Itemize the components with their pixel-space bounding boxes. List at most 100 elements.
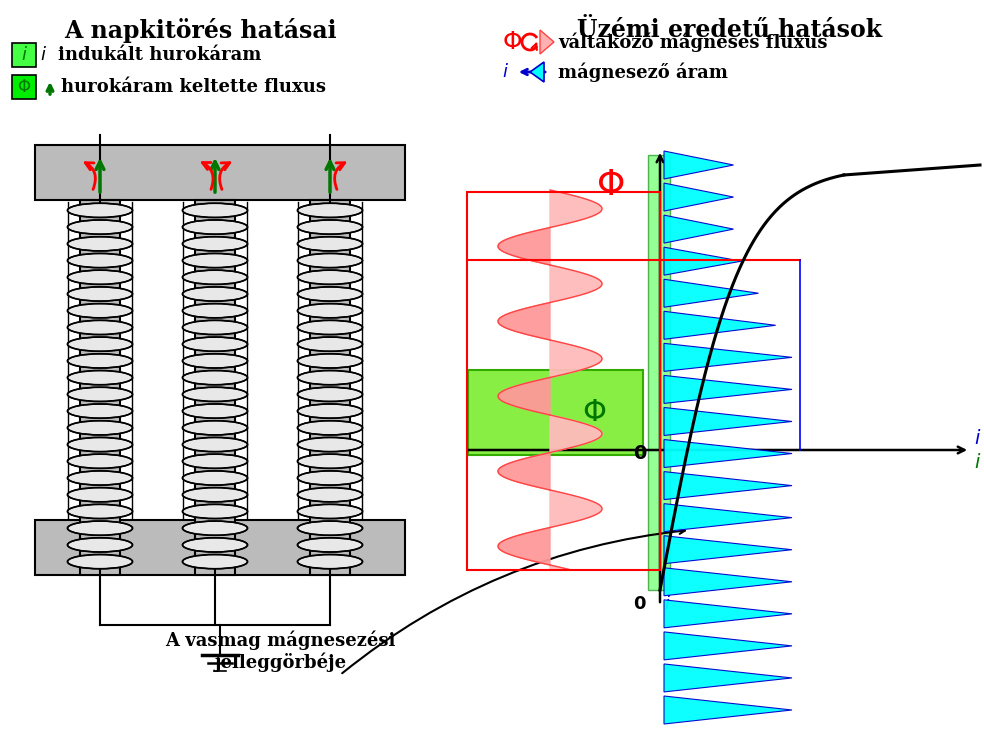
Ellipse shape bbox=[182, 253, 248, 268]
Ellipse shape bbox=[297, 404, 362, 418]
Polygon shape bbox=[498, 378, 550, 415]
Polygon shape bbox=[550, 415, 602, 452]
Bar bbox=[12, 43, 36, 67]
Bar bbox=[195, 200, 235, 575]
Ellipse shape bbox=[68, 454, 133, 469]
Ellipse shape bbox=[68, 438, 133, 452]
Ellipse shape bbox=[182, 421, 248, 435]
Ellipse shape bbox=[297, 471, 362, 485]
Polygon shape bbox=[664, 536, 792, 564]
Text: A napkitörés hatásai: A napkitörés hatásai bbox=[64, 18, 337, 43]
Ellipse shape bbox=[297, 354, 362, 368]
Ellipse shape bbox=[297, 287, 362, 301]
Ellipse shape bbox=[297, 253, 362, 268]
Polygon shape bbox=[550, 490, 602, 528]
Ellipse shape bbox=[182, 370, 248, 384]
Polygon shape bbox=[664, 279, 759, 307]
Ellipse shape bbox=[68, 253, 133, 268]
Text: 0: 0 bbox=[633, 444, 646, 463]
Ellipse shape bbox=[182, 488, 248, 502]
Ellipse shape bbox=[68, 354, 133, 368]
Polygon shape bbox=[664, 696, 792, 724]
Text: $i$: $i$ bbox=[974, 429, 981, 447]
Bar bbox=[12, 75, 36, 99]
Bar bbox=[467, 192, 660, 570]
Polygon shape bbox=[664, 343, 792, 371]
Bar bbox=[35, 145, 405, 200]
Polygon shape bbox=[498, 452, 550, 490]
Ellipse shape bbox=[297, 370, 362, 384]
Polygon shape bbox=[664, 568, 792, 596]
Ellipse shape bbox=[68, 387, 133, 401]
Ellipse shape bbox=[297, 421, 362, 435]
Text: váltakozó mágneses fluxus: váltakozó mágneses fluxus bbox=[558, 32, 828, 52]
Polygon shape bbox=[550, 340, 602, 378]
Ellipse shape bbox=[297, 270, 362, 284]
Bar bbox=[310, 200, 350, 575]
Polygon shape bbox=[664, 503, 792, 531]
Ellipse shape bbox=[68, 320, 133, 334]
Bar bbox=[35, 520, 405, 575]
Polygon shape bbox=[664, 311, 775, 339]
Text: 0: 0 bbox=[634, 595, 646, 613]
Ellipse shape bbox=[68, 538, 133, 552]
Ellipse shape bbox=[68, 488, 133, 502]
Bar bbox=[80, 200, 120, 575]
Ellipse shape bbox=[182, 471, 248, 485]
Ellipse shape bbox=[182, 237, 248, 251]
Polygon shape bbox=[498, 303, 550, 340]
Polygon shape bbox=[540, 30, 554, 54]
Ellipse shape bbox=[182, 337, 248, 351]
Polygon shape bbox=[664, 600, 792, 628]
Ellipse shape bbox=[68, 203, 133, 218]
Ellipse shape bbox=[68, 421, 133, 435]
Ellipse shape bbox=[182, 438, 248, 452]
Ellipse shape bbox=[297, 438, 362, 452]
Ellipse shape bbox=[182, 387, 248, 401]
Bar bbox=[648, 155, 670, 590]
Ellipse shape bbox=[182, 270, 248, 284]
Text: $\Phi$: $\Phi$ bbox=[596, 168, 624, 202]
Ellipse shape bbox=[68, 287, 133, 301]
Ellipse shape bbox=[182, 454, 248, 469]
Ellipse shape bbox=[182, 504, 248, 519]
Text: $i$: $i$ bbox=[40, 46, 47, 64]
Ellipse shape bbox=[297, 237, 362, 251]
Ellipse shape bbox=[297, 337, 362, 351]
Polygon shape bbox=[664, 440, 792, 468]
Ellipse shape bbox=[68, 337, 133, 351]
Ellipse shape bbox=[68, 504, 133, 519]
Ellipse shape bbox=[182, 287, 248, 301]
Polygon shape bbox=[664, 247, 741, 275]
Ellipse shape bbox=[68, 370, 133, 384]
Ellipse shape bbox=[297, 488, 362, 502]
Text: $i$: $i$ bbox=[502, 63, 509, 81]
Polygon shape bbox=[530, 62, 544, 82]
Ellipse shape bbox=[297, 387, 362, 401]
Ellipse shape bbox=[297, 538, 362, 552]
Ellipse shape bbox=[297, 521, 362, 535]
Text: $\Phi$: $\Phi$ bbox=[17, 78, 31, 96]
Text: $\Phi$: $\Phi$ bbox=[502, 30, 523, 54]
Polygon shape bbox=[498, 528, 550, 565]
Ellipse shape bbox=[297, 320, 362, 334]
Ellipse shape bbox=[68, 220, 133, 234]
Polygon shape bbox=[664, 151, 733, 179]
Text: $\Phi$: $\Phi$ bbox=[582, 398, 606, 427]
Ellipse shape bbox=[182, 521, 248, 535]
Polygon shape bbox=[550, 565, 571, 570]
Polygon shape bbox=[664, 472, 792, 500]
Ellipse shape bbox=[68, 404, 133, 418]
Ellipse shape bbox=[68, 303, 133, 318]
Polygon shape bbox=[664, 407, 792, 435]
Polygon shape bbox=[664, 632, 792, 660]
Ellipse shape bbox=[297, 504, 362, 519]
Ellipse shape bbox=[68, 471, 133, 485]
Text: Üzémi eredetű hatások: Üzémi eredetű hatások bbox=[578, 18, 883, 42]
Ellipse shape bbox=[182, 220, 248, 234]
Polygon shape bbox=[664, 664, 792, 692]
Ellipse shape bbox=[182, 554, 248, 569]
Text: hurokáram keltette fluxus: hurokáram keltette fluxus bbox=[61, 78, 326, 96]
Text: $i$: $i$ bbox=[664, 595, 671, 613]
Ellipse shape bbox=[182, 538, 248, 552]
